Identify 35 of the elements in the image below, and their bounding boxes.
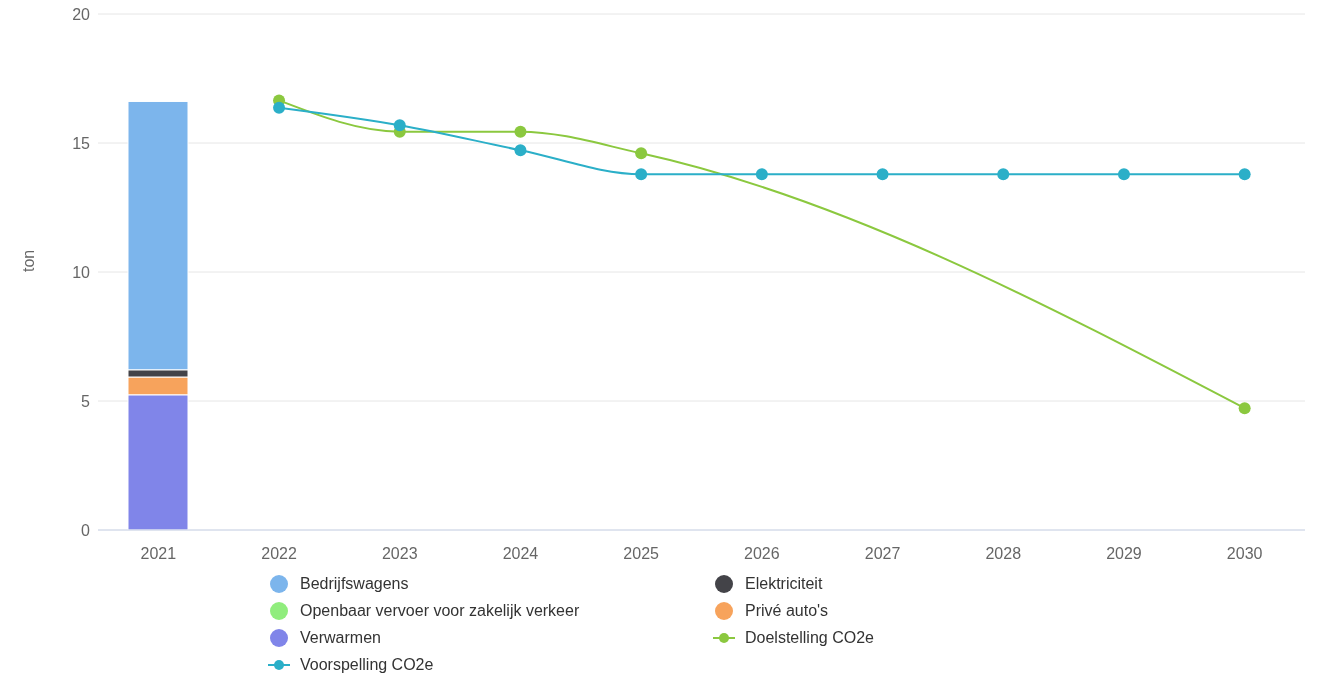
x-tick-label: 2027 (864, 545, 901, 563)
legend-label: Elektriciteit (745, 574, 823, 593)
point (997, 168, 1010, 181)
x-tick-label: 2023 (381, 545, 418, 563)
legend-label: Bedrijfswagens (300, 574, 409, 593)
legend-label: Voorspelling CO2e (300, 655, 434, 674)
point (1238, 168, 1251, 181)
point (514, 144, 527, 157)
point (876, 168, 889, 181)
point (1117, 168, 1130, 181)
y-tick-label: 15 (72, 134, 91, 152)
point (393, 119, 406, 132)
x-tick-label: 2026 (744, 545, 780, 563)
y-axis-title: ton (19, 249, 37, 272)
y-tick-label: 0 (81, 521, 91, 539)
point (1238, 402, 1251, 415)
legend-label: Openbaar vervoer voor zakelijk verkeer (300, 601, 580, 620)
point (635, 168, 648, 181)
legend-label: Verwarmen (300, 628, 381, 647)
point (755, 168, 768, 181)
x-tick-label: 2028 (985, 545, 1022, 563)
legend-label: Doelstelling CO2e (745, 628, 874, 647)
point (514, 125, 527, 138)
point (273, 101, 286, 114)
point (635, 147, 648, 160)
x-tick-label: 2022 (261, 545, 297, 563)
y-tick-label: 20 (72, 5, 91, 23)
y-tick-label: 10 (72, 263, 91, 281)
x-tick-label: 2021 (140, 545, 177, 563)
x-tick-label: 2024 (502, 545, 539, 563)
x-tick-label: 2029 (1106, 545, 1142, 563)
x-tick-label: 2025 (623, 545, 660, 563)
y-tick-label: 5 (81, 392, 91, 410)
legend-label: Privé auto's (745, 601, 829, 620)
x-tick-label: 2030 (1226, 545, 1263, 563)
